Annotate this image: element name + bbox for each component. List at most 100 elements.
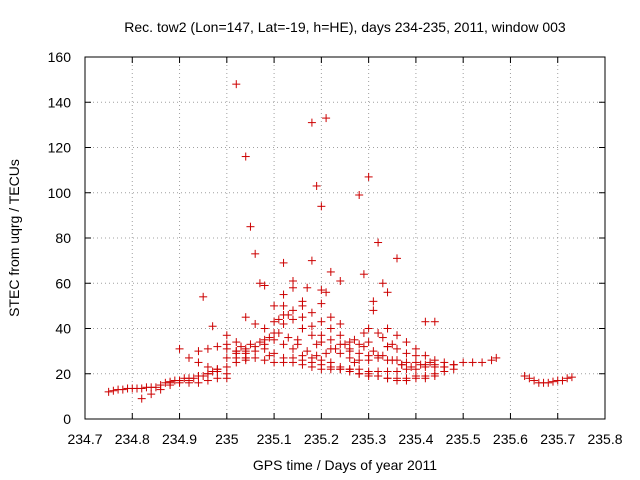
data-point: [326, 344, 335, 353]
data-point: [520, 372, 529, 381]
data-point: [549, 377, 557, 386]
data-point: [322, 114, 331, 123]
data-point: [383, 342, 392, 351]
data-point: [407, 362, 416, 371]
y-tick-label: 140: [48, 94, 72, 110]
y-tick-label: 40: [55, 321, 71, 337]
y-tick-label: 20: [55, 366, 71, 382]
data-point: [270, 301, 279, 310]
data-point: [289, 353, 297, 362]
chart-title: Rec. tow2 (Lon=147, Lat=-19, h=HE), days…: [124, 19, 566, 35]
data-point: [359, 329, 368, 338]
data-point: [175, 376, 184, 385]
data-point: [383, 374, 392, 383]
data-point: [478, 358, 487, 367]
data-point: [336, 276, 345, 285]
data-point: [364, 372, 373, 381]
data-point: [109, 386, 118, 395]
data-point: [293, 335, 302, 344]
data-point: [355, 349, 364, 358]
data-point: [345, 365, 354, 374]
data-point: [383, 367, 392, 376]
data-point: [567, 373, 576, 382]
data-point: [364, 338, 373, 347]
data-point: [355, 369, 364, 378]
data-point: [208, 322, 217, 331]
data-point: [317, 356, 326, 365]
y-axis-label: STEC from uqrg / TECUs: [6, 159, 22, 317]
y-tick-label: 160: [48, 49, 72, 65]
data-point: [222, 344, 231, 353]
data-point: [487, 356, 496, 365]
data-point: [525, 374, 534, 383]
data-point: [430, 317, 439, 326]
x-tick-label: 235.6: [493, 431, 528, 447]
data-point: [317, 202, 326, 211]
data-point: [393, 376, 401, 385]
data-point: [459, 358, 468, 367]
data-point: [326, 335, 335, 344]
data-point: [530, 376, 539, 385]
data-point: [270, 317, 279, 326]
data-point: [222, 362, 231, 371]
data-point: [544, 378, 553, 387]
data-point: [284, 333, 293, 342]
data-point: [151, 383, 160, 392]
data-point: [289, 306, 297, 315]
data-point: [279, 340, 288, 349]
data-point: [199, 292, 208, 301]
data-point: [203, 369, 212, 378]
data-point: [421, 351, 430, 360]
y-tick-label: 120: [48, 140, 72, 156]
data-point: [194, 358, 203, 367]
data-point: [270, 349, 279, 358]
data-point: [336, 319, 345, 328]
data-point: [393, 367, 401, 376]
data-point: [194, 378, 203, 387]
data-point: [279, 290, 288, 299]
x-tick-label: 234.7: [67, 431, 102, 447]
data-point: [279, 319, 288, 328]
data-point: [355, 356, 364, 365]
data-point: [203, 344, 212, 353]
data-point: [307, 118, 316, 127]
data-point: [255, 279, 264, 288]
x-tick-label: 235.5: [446, 431, 481, 447]
data-point: [359, 342, 368, 351]
data-point: [298, 313, 307, 322]
data-point: [369, 306, 378, 315]
data-point: [156, 385, 165, 394]
y-tick-label: 0: [63, 411, 71, 427]
data-point: [241, 347, 250, 356]
y-tick-label: 100: [48, 185, 72, 201]
x-tick-label: 235: [215, 431, 239, 447]
data-point: [402, 376, 411, 385]
data-point: [312, 351, 321, 360]
data-point: [270, 335, 279, 344]
data-point: [270, 358, 279, 367]
data-point: [411, 344, 420, 353]
x-tick-label: 235.1: [257, 431, 292, 447]
data-point: [289, 315, 297, 324]
data-point: [317, 299, 326, 308]
x-tick-labels: 234.7 234.8 234.9 235 235.1 235.2 235.3 235.4 23…: [67, 431, 622, 447]
data-point: [260, 356, 269, 365]
data-point: [558, 376, 567, 385]
data-point: [175, 344, 184, 353]
data-point: [364, 356, 373, 365]
data-point: [303, 283, 312, 292]
data-point: [468, 358, 477, 367]
data-point: [326, 313, 335, 322]
data-point: [232, 349, 241, 358]
data-points: [104, 80, 576, 403]
x-tick-label: 234.9: [162, 431, 197, 447]
data-point: [203, 362, 212, 371]
data-point: [345, 338, 354, 347]
data-point: [265, 351, 274, 360]
data-point: [241, 313, 250, 322]
data-point: [312, 340, 321, 349]
data-point: [213, 342, 222, 351]
data-point: [336, 362, 345, 371]
data-point: [289, 276, 297, 285]
data-point: [355, 191, 364, 200]
